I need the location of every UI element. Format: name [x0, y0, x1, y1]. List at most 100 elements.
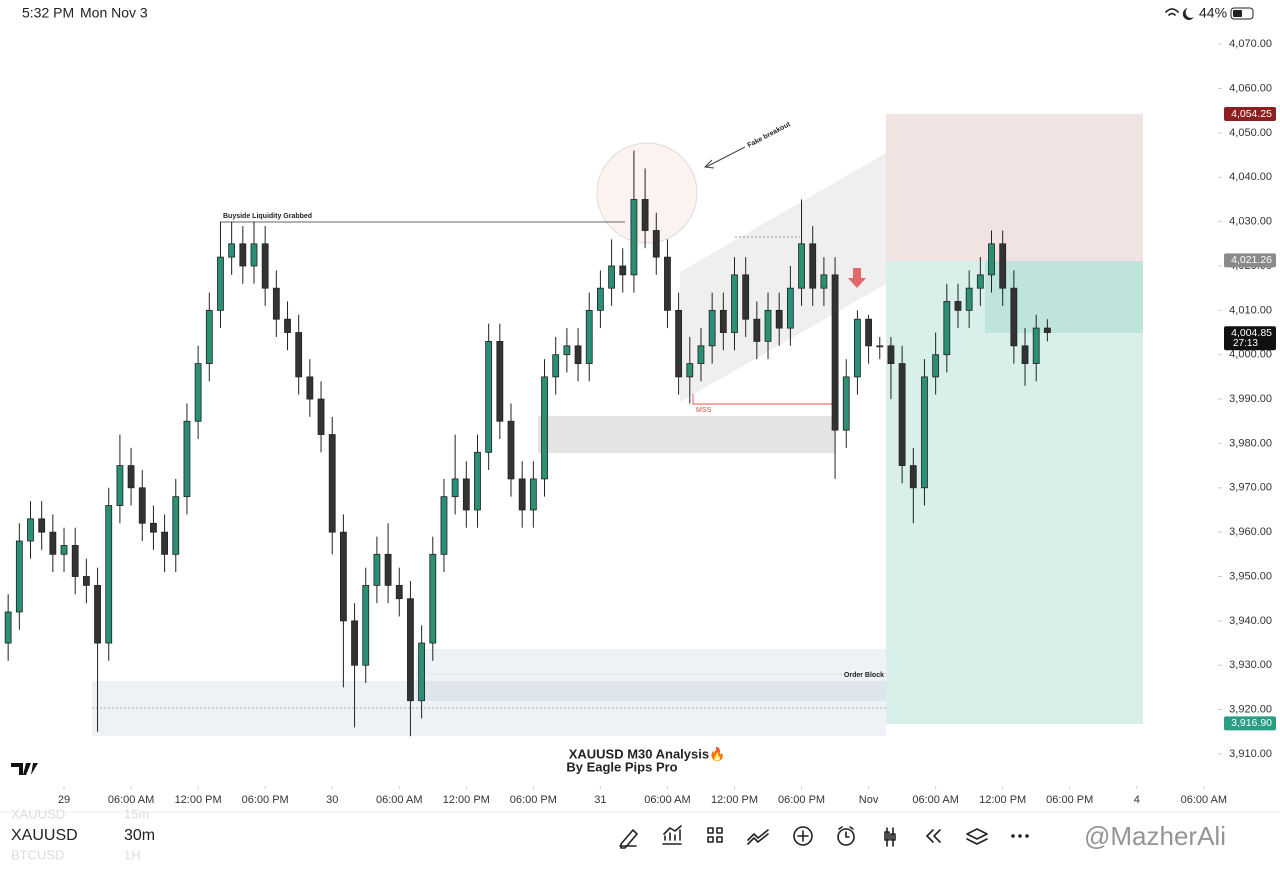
breakout-arrow-head	[703, 159, 715, 169]
candle-body	[239, 243, 247, 267]
y-tick-label: 3,980.00	[1229, 437, 1272, 449]
candle-body	[272, 287, 280, 320]
candle-body	[708, 309, 716, 347]
compare-tool[interactable]	[747, 829, 769, 845]
candle-body	[976, 274, 984, 289]
chart-subtitle: By Eagle Pips Pro	[566, 759, 677, 774]
candle-body	[496, 341, 504, 422]
candle-body	[731, 274, 738, 333]
candle-body	[865, 318, 872, 347]
y-tick-label: 3,970.00	[1229, 482, 1272, 494]
alert-tool-hands[interactable]	[838, 826, 854, 838]
y-tick-label: 3,960.00	[1229, 526, 1272, 538]
candle-body	[250, 243, 258, 267]
channel	[680, 153, 886, 402]
candle-body	[552, 354, 560, 378]
buyside-label: Buyside Liquidity Grabbed	[223, 213, 312, 220]
candle-body	[116, 465, 124, 506]
interval[interactable]: 30m	[124, 827, 155, 844]
candle-body	[842, 376, 850, 431]
status-time: 5:32 PM	[22, 5, 74, 21]
watch-interval[interactable]: 15m	[124, 806, 149, 821]
candle-body	[217, 256, 224, 311]
y-tick-label: 3,920.00	[1229, 703, 1272, 715]
x-tick-label: 12:00 PM	[443, 794, 490, 806]
more-tool[interactable]	[1018, 834, 1022, 838]
candle-body	[284, 318, 291, 333]
candle-body	[921, 376, 928, 489]
candle-body	[373, 553, 381, 586]
price-tag-label: 4,021.26	[1231, 254, 1272, 266]
candle-body	[49, 531, 57, 555]
x-tick-label: 12:00 PM	[979, 794, 1026, 806]
candle-body	[384, 553, 392, 586]
y-tick-label: 4,050.00	[1229, 127, 1272, 139]
candle-body	[507, 420, 515, 480]
mss-line	[692, 394, 832, 405]
more-tool[interactable]	[1011, 834, 1015, 838]
candle-body	[295, 332, 303, 378]
candle-body	[809, 243, 817, 289]
candle-body	[719, 309, 727, 333]
watch-interval[interactable]: 1H	[124, 847, 141, 862]
candle-body	[686, 363, 694, 378]
more-tool[interactable]	[1025, 834, 1029, 838]
breakout-arrow	[705, 146, 746, 168]
candle-body	[518, 478, 526, 511]
x-tick-label: 06:00 AM	[108, 794, 154, 806]
candle-body	[1032, 327, 1040, 364]
status-date: Mon Nov 3	[80, 5, 148, 21]
candle-body	[306, 376, 314, 400]
candle-body	[742, 274, 750, 320]
candle-body	[451, 478, 459, 498]
alert-tool[interactable]	[837, 828, 855, 846]
tv-logo	[11, 763, 38, 775]
price-tag	[1224, 253, 1276, 268]
chart-title: XAUUSD M30 Analysis🔥	[569, 746, 726, 761]
candle-body	[574, 345, 582, 364]
candle-body	[38, 518, 46, 533]
candle-body	[395, 584, 403, 600]
candle-body	[407, 598, 414, 702]
layout-tool[interactable]	[707, 827, 723, 843]
layers-tool[interactable]	[966, 828, 988, 845]
y-tick-label: 3,990.00	[1229, 393, 1272, 405]
x-tick-label: 12:00 PM	[175, 794, 222, 806]
candles	[4, 150, 1051, 737]
wifi-icon	[1165, 8, 1179, 16]
symbol[interactable]: XAUUSD	[11, 827, 78, 844]
candle-body	[362, 584, 370, 666]
order-block-core	[416, 681, 886, 701]
candle-tool[interactable]	[884, 827, 896, 847]
replay-tool[interactable]	[926, 829, 941, 843]
candle-body	[820, 274, 828, 289]
indicators-tool[interactable]	[662, 825, 682, 845]
draw-tool[interactable]	[619, 829, 638, 849]
candle-body	[775, 309, 783, 329]
candle-body	[664, 256, 671, 311]
candle-body	[485, 341, 493, 453]
candle-body	[753, 318, 761, 342]
order-block-upper	[416, 649, 886, 681]
price-tag	[1224, 107, 1276, 122]
candle-body	[697, 345, 705, 364]
watch-symbol[interactable]: BTCUSD	[11, 847, 64, 862]
candle-body	[105, 505, 113, 644]
add-tool[interactable]	[793, 826, 813, 846]
candle-body	[15, 540, 23, 613]
x-tick-label: 06:00 PM	[510, 794, 557, 806]
watch-symbol[interactable]: XAUUSD	[11, 806, 65, 821]
candle-body	[786, 287, 794, 329]
entry-zone	[985, 261, 1143, 333]
add-tool-plus[interactable]	[797, 830, 809, 842]
y-tick-label: 3,930.00	[1229, 659, 1272, 671]
candle-body	[1021, 345, 1029, 364]
candle-body	[529, 478, 537, 511]
candle-body	[440, 496, 448, 555]
candle-body	[94, 584, 101, 644]
x-tick-label: 06:00 AM	[644, 794, 690, 806]
candle-body	[339, 531, 347, 622]
candle-body	[462, 478, 470, 511]
y-tick-label: 3,950.00	[1229, 570, 1272, 582]
candle-body	[887, 345, 895, 364]
